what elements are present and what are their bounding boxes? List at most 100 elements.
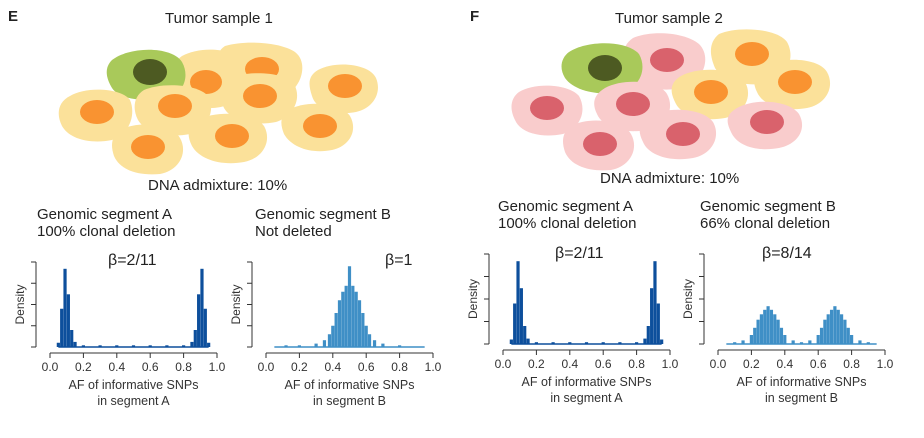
- histogram-bar: [829, 309, 834, 344]
- x-tick-label: 0.2: [528, 357, 545, 371]
- histogram-bar: [367, 334, 372, 347]
- histogram-bar: [733, 342, 737, 344]
- histogram-bar: [344, 285, 348, 347]
- x-axis-label: in segment A: [550, 391, 623, 405]
- tumor-cell: [188, 113, 268, 164]
- x-axis-label: in segment B: [765, 391, 838, 405]
- histogram-bar: [66, 294, 70, 347]
- sample-title-1: Tumor sample 1: [165, 10, 273, 27]
- histogram-bar: [131, 345, 136, 347]
- histogram-bar: [808, 340, 812, 344]
- histogram-bar: [584, 342, 589, 344]
- histogram-bar: [197, 294, 201, 347]
- x-tick-label: 1.0: [662, 357, 679, 371]
- x-tick-label: 0.8: [391, 360, 408, 374]
- histogram-bar: [513, 303, 517, 344]
- histogram-bar: [799, 342, 804, 344]
- histogram-bar: [509, 339, 513, 344]
- histogram-bar: [523, 326, 527, 344]
- x-tick-label: 0.6: [810, 357, 827, 371]
- beta-annotation: β=2/11: [108, 252, 157, 269]
- tumor-cell: [220, 73, 298, 124]
- histogram-bar: [357, 300, 362, 347]
- segment-status: 100% clonal deletion: [498, 215, 637, 232]
- x-tick-label: 0.0: [495, 357, 512, 371]
- x-axis-label: AF of informative SNPs: [285, 378, 415, 392]
- x-tick-label: 0.2: [75, 360, 92, 374]
- histogram-bar: [749, 335, 753, 344]
- histogram-bar: [165, 345, 169, 347]
- histogram-bar: [341, 291, 345, 347]
- histogram-bar: [534, 342, 538, 344]
- histogram-bar: [200, 268, 204, 347]
- histogram-bar: [635, 342, 639, 344]
- histogram-bar: [56, 342, 60, 347]
- tumor-cell: [58, 89, 133, 142]
- histogram-bar: [516, 261, 520, 344]
- histogram-bar: [643, 338, 647, 344]
- histogram-bar: [98, 345, 102, 347]
- histogram-bar: [843, 319, 847, 344]
- histogram-bar: [284, 345, 288, 347]
- x-tick-label: 0.6: [142, 360, 159, 374]
- subclone-cell: [727, 101, 803, 150]
- histogram-bar: [850, 335, 854, 344]
- histogram-bar: [826, 314, 830, 344]
- histogram-bar: [372, 340, 377, 347]
- dna-admixture-label-2: DNA admixture: 10%: [600, 170, 740, 187]
- histogram-bar: [203, 308, 207, 347]
- cell-illustration-sample-1: [58, 42, 378, 175]
- panel-letter-e: E: [8, 8, 19, 25]
- histogram-bar: [60, 308, 64, 347]
- histogram-bar: [70, 330, 74, 347]
- histogram-bar: [115, 345, 119, 347]
- histogram-bar: [779, 327, 784, 344]
- segment-name: Genomic segment B: [700, 198, 836, 215]
- histogram-bar: [334, 313, 338, 347]
- panel-letter-f: F: [470, 8, 480, 25]
- histogram-bar: [351, 285, 355, 347]
- x-tick-label: 0.4: [776, 357, 793, 371]
- x-tick-label: 1.0: [877, 357, 894, 371]
- histogram-bar: [337, 300, 342, 347]
- y-axis-label: Density: [229, 284, 243, 324]
- tumor-cell: [671, 69, 749, 120]
- histogram-bar: [207, 342, 211, 347]
- x-tick-label: 0.4: [108, 360, 125, 374]
- segment-status: 66% clonal deletion: [700, 215, 831, 232]
- x-tick-label: 0.4: [561, 357, 578, 371]
- histogram-bar: [866, 342, 870, 344]
- tumor-cell: [112, 124, 184, 175]
- histogram-bar: [618, 342, 622, 344]
- histogram-bar: [381, 343, 385, 347]
- x-tick-label: 0.2: [291, 360, 308, 374]
- dna-admixture-label-1: DNA admixture: 10%: [148, 177, 288, 194]
- histogram-bar: [81, 345, 85, 347]
- segment-status: Not deleted: [255, 223, 332, 240]
- tumor-cell: [281, 103, 354, 152]
- subclone-cell: [563, 120, 635, 171]
- x-axis-label: in segment A: [97, 394, 170, 408]
- histogram-bar: [741, 340, 745, 344]
- histogram-bar: [833, 306, 837, 344]
- histogram-bar: [656, 303, 660, 344]
- segment-a-caption-e: Genomic segment A 100% clonal deletion: [37, 206, 175, 240]
- histogram-bar: [63, 268, 67, 347]
- x-axis-label: in segment B: [313, 394, 386, 408]
- normal-cell: [561, 43, 643, 94]
- histogram-bar: [398, 345, 402, 347]
- histogram-bar: [816, 335, 820, 344]
- histogram-bar: [331, 325, 335, 347]
- histogram-bar: [322, 340, 327, 347]
- beta-annotation: β=8/14: [762, 245, 812, 262]
- histogram-bar: [148, 345, 152, 347]
- x-tick-label: 0.8: [628, 357, 645, 371]
- tumor-cell: [134, 85, 212, 136]
- x-tick-label: 0.0: [42, 360, 59, 374]
- histogram-bar: [839, 314, 844, 344]
- histogram-bar: [660, 339, 664, 344]
- x-tick-label: 0.0: [710, 357, 727, 371]
- histogram-bar: [73, 341, 77, 347]
- segment-b-caption-e: Genomic segment B Not deleted: [255, 206, 391, 240]
- histogram-bar: [819, 327, 824, 344]
